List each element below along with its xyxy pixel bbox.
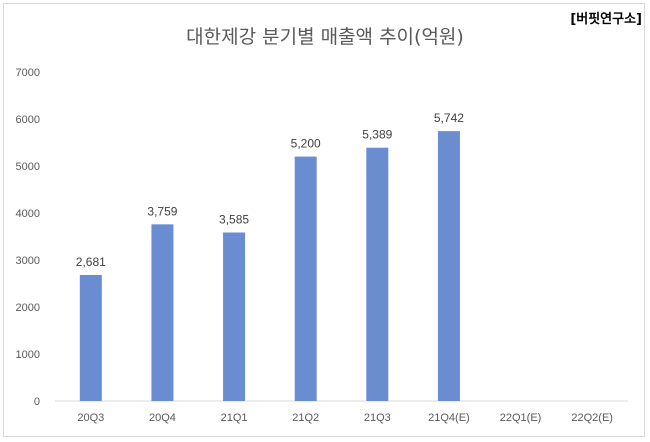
x-tick-label: 21Q1 [221,412,248,424]
y-tick-label: 0 [34,396,40,408]
y-tick-label: 3000 [16,255,40,267]
x-axis-ticks: 20Q3 20Q4 21Q1 21Q2 21Q3 21Q4(E) 22Q1(E) 22Q2(E… [77,412,613,424]
y-tick-label: 5000 [16,161,40,173]
chart-title: 대한제강 분기별 매출액 추이(억원) [186,26,464,48]
y-tick-label: 2000 [16,302,40,314]
x-tick-label: 22Q2(E) [571,412,613,424]
x-tick-label: 20Q4 [149,412,176,424]
y-tick-label: 6000 [16,114,40,126]
x-tick-label: 20Q3 [77,412,104,424]
bars [79,131,460,401]
source-label: [버핏연구소] [570,12,642,27]
y-tick-label: 1000 [16,349,40,361]
y-axis-ticks: 0 1000 2000 3000 4000 5000 6000 7000 [16,67,40,408]
x-tick-label: 21Q3 [364,412,391,424]
data-label: 5,200 [291,137,321,151]
bar [294,156,317,401]
y-tick-label: 7000 [16,67,40,79]
chart-frame [3,3,645,437]
x-tick-label: 21Q4(E) [428,412,470,424]
data-label: 5,742 [434,111,464,125]
bar [223,232,246,401]
y-tick-label: 4000 [16,208,40,220]
data-label: 2,681 [76,255,106,269]
bar [79,274,102,401]
data-label: 5,389 [362,128,392,142]
x-tick-label: 22Q1(E) [500,412,542,424]
data-labels: 2,681 3,759 3,585 5,200 5,389 5,742 [76,111,464,269]
x-tick-label: 21Q2 [292,412,319,424]
data-label: 3,759 [147,204,177,218]
bar [151,224,174,401]
data-label: 3,585 [219,213,249,227]
bar [366,147,389,401]
bar [437,131,460,401]
